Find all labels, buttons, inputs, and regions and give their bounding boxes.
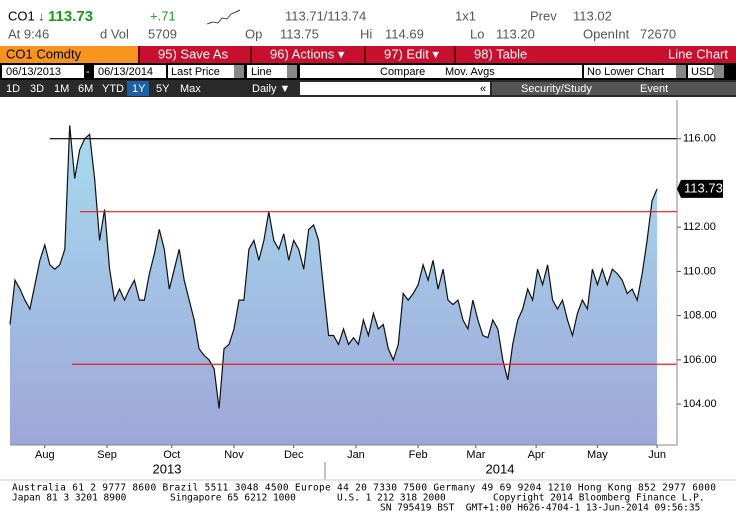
mov-avgs[interactable]: Mov. Avgs [445,66,495,78]
bid-ask: 113.71/113.74 [285,8,366,23]
lo: 113.20 [496,26,535,41]
footer-line: Japan 81 3 3201 8900 [12,493,127,504]
compare-field[interactable] [300,65,582,78]
lower-chart[interactable]: No Lower Chart [587,66,664,78]
footer-line: U.S. 1 212 318 2000 [337,493,446,504]
x-tick-label: Dec [284,449,304,461]
y-tick-label: 108.00 [683,310,717,322]
x-tick-label: Apr [528,449,545,461]
x-tick-label: Mar [466,449,485,461]
open: 113.75 [280,26,319,41]
collapse[interactable]: « [480,83,486,95]
menu-divider [138,46,140,63]
price-area [10,125,658,446]
x-tick-label: Nov [224,449,244,461]
prev: 113.02 [573,8,612,23]
x-tick-label: Oct [163,449,180,461]
y-tick-label: 112.00 [683,221,716,233]
open-label: Op [245,26,262,41]
ticker: CO1 [8,8,35,23]
study-bar [492,82,736,95]
menu-item[interactable]: 98) Table [474,46,527,61]
oi: 72670 [640,26,676,41]
time: At 9:46 [8,26,49,41]
dropdown[interactable] [714,65,724,78]
menu-item[interactable]: 96) Actions ▾ [270,46,345,61]
currency[interactable]: USD [691,66,714,78]
x-tick-label: May [587,449,608,461]
x-tick-label: Feb [409,449,428,461]
dropdown[interactable] [234,65,244,78]
period-button[interactable]: Max [180,83,201,95]
start-field[interactable] [2,65,84,78]
period-active [127,81,149,96]
end-field[interactable] [94,65,166,78]
footer-line: Singapore 65 6212 1000 [170,493,296,504]
style-select[interactable] [247,65,297,78]
y-tick-label: 104.00 [683,398,717,410]
prev-label: Prev [530,8,557,23]
last-price-tag [677,179,723,198]
change: +.71 [150,8,176,23]
period-button[interactable]: 5Y [156,83,170,95]
menu-divider [250,46,252,63]
period-buttons: 1D 3D 1M 6M YTD 1Y 5Y Max [6,81,201,96]
period-button[interactable]: YTD [102,83,124,95]
price-line [9,125,658,409]
vol-label: d Vol [100,26,129,41]
menu-divider [364,46,366,63]
oi-label: OpenInt [583,26,630,41]
search-field[interactable] [300,82,490,95]
compare[interactable]: Compare [380,66,425,78]
frequency[interactable]: Daily ▼ [252,83,290,95]
hi-label: Hi [360,26,372,41]
menu-divider [454,46,456,63]
menu-item[interactable]: 97) Edit ▾ [384,46,439,61]
x-tick-label: Jun [648,449,666,461]
hi: 114.69 [385,26,424,41]
x-tick-label: Aug [35,449,55,461]
footer-line: Copyright 2014 Bloomberg Finance L.P. [493,493,705,504]
date-dash: - [86,66,90,78]
start-date[interactable]: 06/13/2013 [6,66,61,78]
end-date[interactable]: 06/13/2014 [98,66,153,78]
period-button[interactable]: 1M [54,83,69,95]
arrow: ↓ [38,8,45,23]
field-select[interactable] [168,65,244,78]
last-price-label: 113.73 [684,180,723,195]
x-tick-label: Jan [347,449,365,461]
y-tick-label: 110.00 [683,265,716,277]
security[interactable]: CO1 Comdty [6,46,82,61]
y-tick-label: 106.00 [683,354,717,366]
vol: 5709 [148,26,177,41]
period-button[interactable]: 3D [30,83,44,95]
dropdown[interactable] [676,65,686,78]
quote-header [0,0,736,46]
security-box[interactable] [0,46,138,63]
lo-label: Lo [470,26,484,41]
menu-item[interactable]: 95) Save As [158,46,229,61]
x-tick-label: Sep [97,449,117,461]
lower-select[interactable] [584,65,686,78]
chart-type[interactable]: Line Chart [668,46,728,61]
period-button[interactable]: 6M [78,83,93,95]
period-button[interactable]: 1Y [132,83,146,95]
menu-bar [138,46,736,63]
field[interactable]: Last Price [171,66,220,78]
footer-line: Australia 61 2 9777 8600 Brazil 5511 304… [12,483,716,494]
menu-items: 95) Save As 96) Actions ▾ 97) Edit ▾ 98) Ta… [138,46,527,63]
dropdown[interactable] [287,65,297,78]
event[interactable]: Event [640,83,668,95]
y-tick-label: 116.00 [683,133,716,145]
study[interactable]: Security/Study [521,83,592,95]
last-price: 113.73 [48,8,93,25]
footer-line: SN 795419 BST GMT+1:00 H626-4704-1 13-Ju… [380,503,700,514]
size: 1x1 [455,8,476,23]
sparkline [206,9,241,25]
period-button[interactable]: 1D [6,83,20,95]
year-label: 2013 [153,461,182,476]
style[interactable]: Line [251,66,272,78]
year-label: 2014 [486,461,515,476]
